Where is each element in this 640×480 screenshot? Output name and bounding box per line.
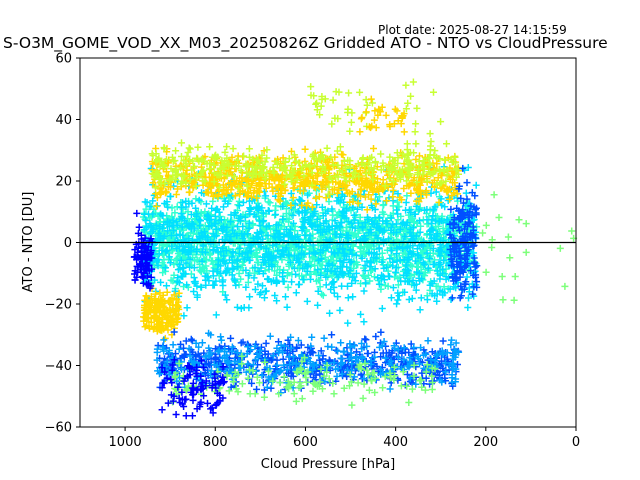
point-cluster-12 (356, 95, 408, 136)
x-tick-label: 400 (383, 435, 408, 450)
y-tick-label: 20 (55, 175, 72, 190)
y-tick-label: −20 (45, 298, 72, 313)
scatter-points (130, 78, 578, 420)
x-axis-label: Cloud Pressure [hPa] (261, 457, 396, 472)
x-tick-label: 600 (293, 435, 318, 450)
point-cluster-2 (148, 145, 462, 214)
y-axis-label: ATO - NTO [DU] (21, 192, 36, 293)
y-tick-label: 0 (64, 236, 72, 251)
y-tick-label: −60 (45, 421, 72, 436)
chart-title: S-O3M_GOME_VOD_XX_M03_20250826Z Gridded … (3, 34, 608, 52)
point-cluster-3 (148, 138, 462, 198)
x-tick-label: 800 (203, 435, 228, 450)
point-cluster-10 (158, 356, 228, 420)
point-cluster-6 (446, 164, 481, 302)
x-axis-ticks: 1000 800 600 400 200 0 (109, 427, 580, 450)
x-tick-label: 0 (572, 435, 580, 450)
point-cluster-13 (479, 191, 578, 304)
point-cluster-9 (167, 352, 439, 409)
y-axis-ticks: −60 −40 −20 0 20 40 60 (45, 52, 80, 436)
y-tick-label: 40 (55, 113, 72, 128)
point-cluster-4 (140, 285, 183, 342)
y-tick-label: 60 (55, 52, 72, 67)
plot-date: Plot date: 2025-08-27 14:15:59 (378, 23, 567, 37)
y-tick-label: −40 (45, 359, 72, 374)
x-tick-label: 1000 (109, 435, 142, 450)
point-cluster-5 (130, 209, 156, 292)
x-tick-label: 200 (473, 435, 498, 450)
